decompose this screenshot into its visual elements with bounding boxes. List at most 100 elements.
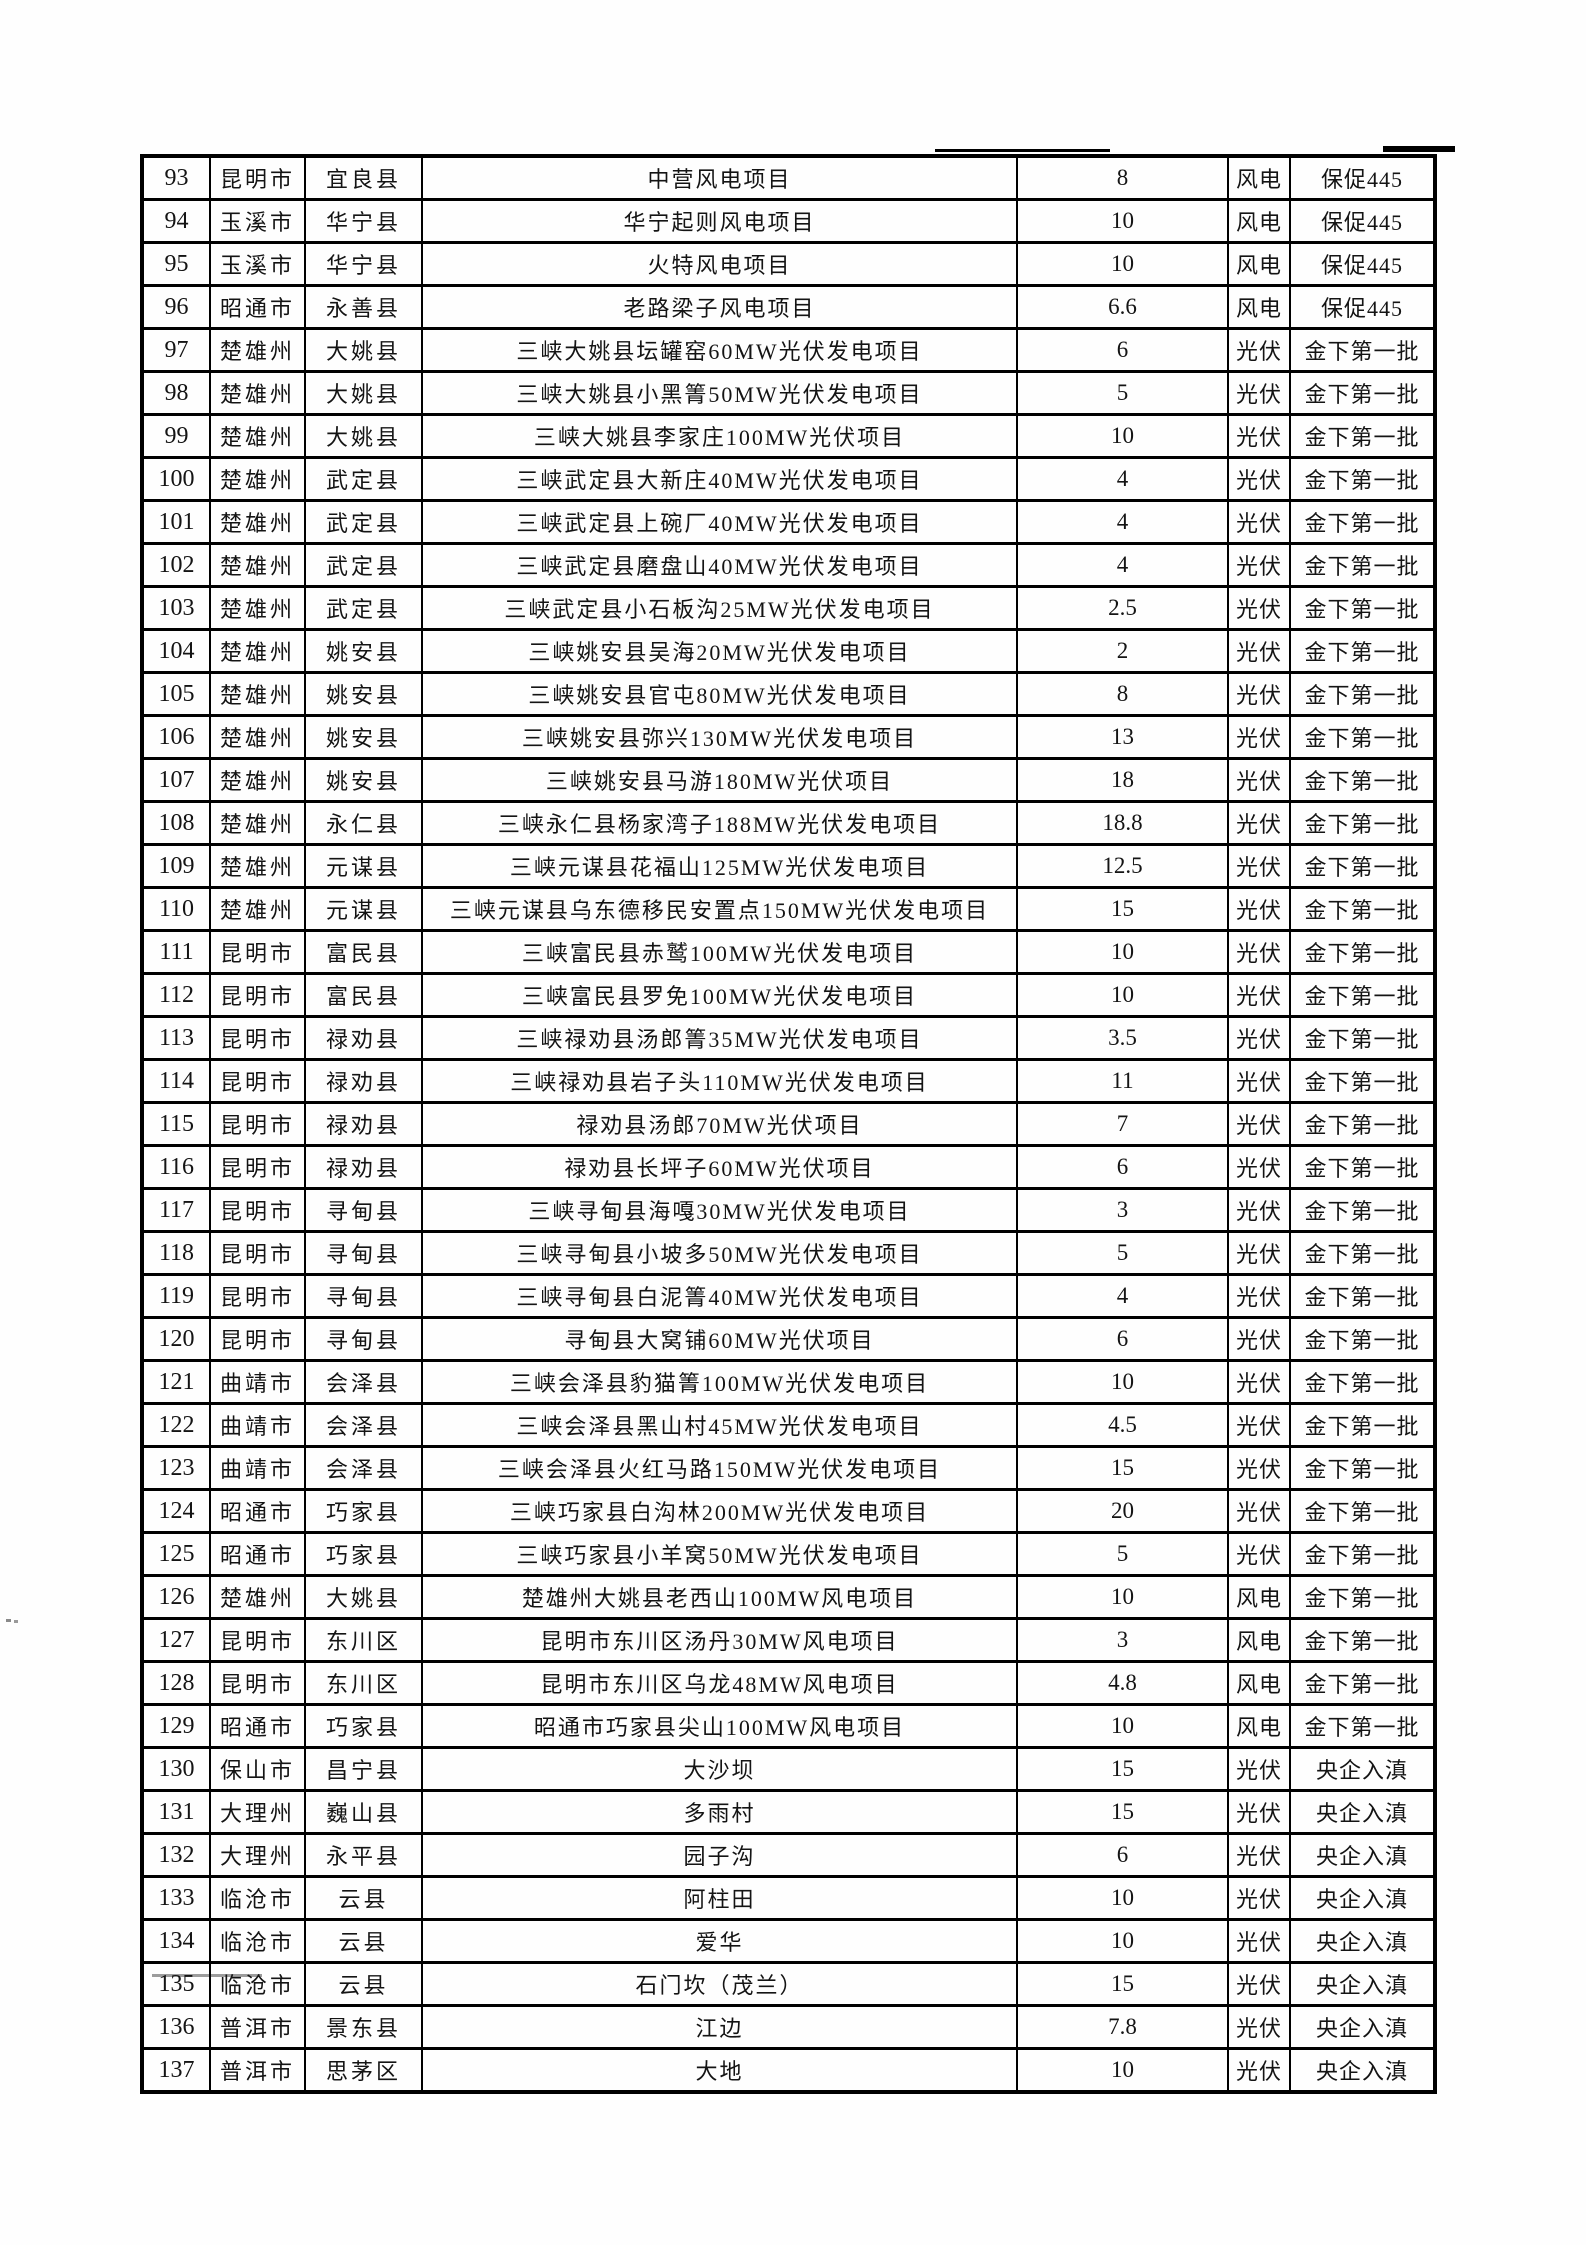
city-cell: 昆明市 xyxy=(209,1015,306,1061)
energy-type-cell: 风电 xyxy=(1227,198,1291,244)
energy-type-cell: 光伏 xyxy=(1227,929,1291,975)
table-row: 93 昆明市 宜良县 中营风电项目 8 风电 保促445 xyxy=(141,154,1436,201)
table-row: 108 楚雄州 永仁县 三峡永仁县杨家湾子188MW光伏发电项目 18.8 光伏… xyxy=(141,800,1436,846)
capacity-cell: 2.5 xyxy=(1016,585,1229,631)
county-cell: 姚安县 xyxy=(304,714,423,760)
table-row: 110 楚雄州 元谋县 三峡元谋县乌东德移民安置点150MW光伏发电项目 15 … xyxy=(141,886,1436,932)
energy-type-cell: 光伏 xyxy=(1227,886,1291,932)
city-cell: 大理州 xyxy=(209,1832,306,1878)
capacity-cell: 4.5 xyxy=(1016,1402,1229,1448)
table-row: 107 楚雄州 姚安县 三峡姚安县马游180MW光伏项目 18 光伏 金下第一批 xyxy=(141,757,1436,803)
county-cell: 寻甸县 xyxy=(304,1273,423,1319)
row-number-cell: 107 xyxy=(141,757,211,803)
table-row: 97 楚雄州 大姚县 三峡大姚县坛罐窑60MW光伏发电项目 6 光伏 金下第一批 xyxy=(141,327,1436,373)
energy-type-cell: 光伏 xyxy=(1227,1101,1291,1147)
county-cell: 昌宁县 xyxy=(304,1746,423,1792)
city-cell: 楚雄州 xyxy=(209,585,306,631)
capacity-cell: 15 xyxy=(1016,1746,1229,1792)
batch-cell: 金下第一批 xyxy=(1289,1402,1436,1448)
city-cell: 楚雄州 xyxy=(209,843,306,889)
table-row: 111 昆明市 富民县 三峡富民县赤鹫100MW光伏发电项目 10 光伏 金下第… xyxy=(141,929,1436,975)
table-row: 106 楚雄州 姚安县 三峡姚安县弥兴130MW光伏发电项目 13 光伏 金下第… xyxy=(141,714,1436,760)
city-cell: 大理州 xyxy=(209,1789,306,1835)
city-cell: 昆明市 xyxy=(209,1660,306,1706)
batch-cell: 金下第一批 xyxy=(1289,1574,1436,1620)
batch-cell: 金下第一批 xyxy=(1289,671,1436,717)
capacity-cell: 10 xyxy=(1016,972,1229,1018)
city-cell: 昆明市 xyxy=(209,1144,306,1190)
capacity-cell: 18.8 xyxy=(1016,800,1229,846)
city-cell: 昆明市 xyxy=(209,1230,306,1276)
row-number-cell: 123 xyxy=(141,1445,211,1491)
energy-type-cell: 光伏 xyxy=(1227,757,1291,803)
project-name-cell: 三峡姚安县弥兴130MW光伏发电项目 xyxy=(421,714,1018,760)
city-cell: 楚雄州 xyxy=(209,370,306,416)
city-cell: 昆明市 xyxy=(209,1316,306,1362)
capacity-cell: 6 xyxy=(1016,327,1229,373)
project-name-cell: 火特风电项目 xyxy=(421,241,1018,287)
batch-cell: 金下第一批 xyxy=(1289,456,1436,502)
batch-cell: 金下第一批 xyxy=(1289,714,1436,760)
project-name-cell: 三峡富民县赤鹫100MW光伏发电项目 xyxy=(421,929,1018,975)
county-cell: 巧家县 xyxy=(304,1703,423,1749)
city-cell: 保山市 xyxy=(209,1746,306,1792)
project-name-cell: 多雨村 xyxy=(421,1789,1018,1835)
row-number-cell: 132 xyxy=(141,1832,211,1878)
city-cell: 昆明市 xyxy=(209,1101,306,1147)
county-cell: 东川区 xyxy=(304,1660,423,1706)
project-name-cell: 三峡武定县大新庄40MW光伏发电项目 xyxy=(421,456,1018,502)
capacity-cell: 8 xyxy=(1016,671,1229,717)
table-row: 94 玉溪市 华宁县 华宁起则风电项目 10 风电 保促445 xyxy=(141,198,1436,244)
table-row: 136 普洱市 景东县 江边 7.8 光伏 央企入滇 xyxy=(141,2004,1436,2050)
city-cell: 楚雄州 xyxy=(209,327,306,373)
project-name-cell: 三峡元谋县花福山125MW光伏发电项目 xyxy=(421,843,1018,889)
batch-cell: 金下第一批 xyxy=(1289,1703,1436,1749)
project-name-cell: 爱华 xyxy=(421,1918,1018,1964)
county-cell: 景东县 xyxy=(304,2004,423,2050)
city-cell: 临沧市 xyxy=(209,1961,306,2007)
capacity-cell: 7 xyxy=(1016,1101,1229,1147)
energy-type-cell: 光伏 xyxy=(1227,1316,1291,1362)
county-cell: 姚安县 xyxy=(304,757,423,803)
batch-cell: 央企入滇 xyxy=(1289,1746,1436,1792)
table-row: 100 楚雄州 武定县 三峡武定县大新庄40MW光伏发电项目 4 光伏 金下第一… xyxy=(141,456,1436,502)
project-name-cell: 三峡会泽县黑山村45MW光伏发电项目 xyxy=(421,1402,1018,1448)
row-number-cell: 127 xyxy=(141,1617,211,1663)
row-number-cell: 130 xyxy=(141,1746,211,1792)
city-cell: 楚雄州 xyxy=(209,886,306,932)
county-cell: 大姚县 xyxy=(304,370,423,416)
row-number-cell: 133 xyxy=(141,1875,211,1921)
capacity-cell: 6.6 xyxy=(1016,284,1229,330)
county-cell: 华宁县 xyxy=(304,198,423,244)
city-cell: 曲靖市 xyxy=(209,1359,306,1405)
county-cell: 永平县 xyxy=(304,1832,423,1878)
row-number-cell: 94 xyxy=(141,198,211,244)
county-cell: 元谋县 xyxy=(304,886,423,932)
row-number-cell: 119 xyxy=(141,1273,211,1319)
county-cell: 武定县 xyxy=(304,499,423,545)
capacity-cell: 20 xyxy=(1016,1488,1229,1534)
energy-type-cell: 光伏 xyxy=(1227,1746,1291,1792)
energy-type-cell: 光伏 xyxy=(1227,456,1291,502)
energy-type-cell: 光伏 xyxy=(1227,413,1291,459)
project-name-cell: 三峡姚安县吴海20MW光伏发电项目 xyxy=(421,628,1018,674)
project-name-cell: 三峡巧家县白沟林200MW光伏发电项目 xyxy=(421,1488,1018,1534)
project-name-cell: 三峡巧家县小羊窝50MW光伏发电项目 xyxy=(421,1531,1018,1577)
project-name-cell: 三峡寻甸县白泥箐40MW光伏发电项目 xyxy=(421,1273,1018,1319)
city-cell: 楚雄州 xyxy=(209,499,306,545)
project-name-cell: 三峡大姚县坛罐窑60MW光伏发电项目 xyxy=(421,327,1018,373)
table-row: 99 楚雄州 大姚县 三峡大姚县李家庄100MW光伏项目 10 光伏 金下第一批 xyxy=(141,413,1436,459)
row-number-cell: 114 xyxy=(141,1058,211,1104)
row-number-cell: 124 xyxy=(141,1488,211,1534)
project-name-cell: 华宁起则风电项目 xyxy=(421,198,1018,244)
batch-cell: 金下第一批 xyxy=(1289,800,1436,846)
county-cell: 富民县 xyxy=(304,972,423,1018)
row-number-cell: 109 xyxy=(141,843,211,889)
energy-type-cell: 光伏 xyxy=(1227,2047,1291,2094)
county-cell: 禄劝县 xyxy=(304,1058,423,1104)
batch-cell: 金下第一批 xyxy=(1289,1273,1436,1319)
row-number-cell: 135 xyxy=(141,1961,211,2007)
capacity-cell: 4 xyxy=(1016,499,1229,545)
energy-type-cell: 光伏 xyxy=(1227,972,1291,1018)
county-cell: 大姚县 xyxy=(304,413,423,459)
